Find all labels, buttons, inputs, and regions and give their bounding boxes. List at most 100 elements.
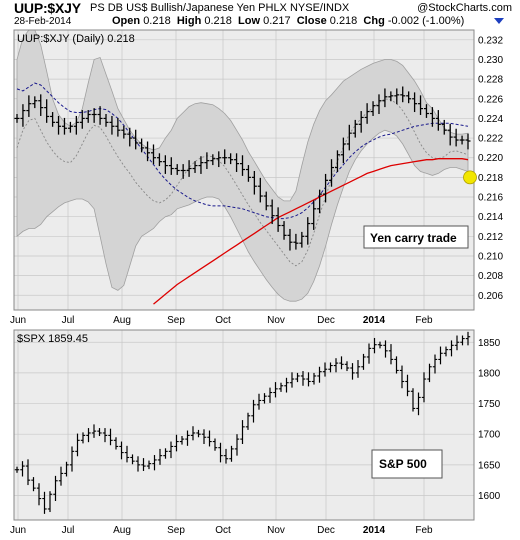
top-panel-lines <box>16 82 469 305</box>
price-bar <box>443 346 449 357</box>
sp500-annotation-box: S&P 500 <box>371 449 443 479</box>
x-tick-label: Oct <box>215 315 231 326</box>
price-bar <box>223 448 229 464</box>
price-bar <box>130 454 135 465</box>
price-bar <box>317 366 322 383</box>
price-bar <box>269 199 275 225</box>
price-bar <box>42 491 47 514</box>
price-bar <box>340 137 346 164</box>
price-bar <box>20 104 26 127</box>
y-tick-label: 0.232 <box>478 35 503 46</box>
price-bar <box>174 434 179 452</box>
price-bar <box>179 436 185 445</box>
yen-carry-annotation-box: Yen carry trade <box>363 225 469 249</box>
price-bar <box>287 228 293 251</box>
x-tick-label: Jul <box>62 525 75 536</box>
symbol-title: UUP:$XJY <box>14 0 81 16</box>
price-bar <box>124 445 130 463</box>
y-tick-label: 0.214 <box>478 212 503 223</box>
price-bar <box>222 149 228 165</box>
price-bar <box>85 110 91 123</box>
price-bar <box>168 157 174 175</box>
last-value-marker <box>463 170 477 185</box>
price-bar <box>383 340 388 358</box>
price-bar <box>454 335 460 351</box>
price-bar <box>364 103 370 124</box>
top-panel-x-axis: Jun Jul Aug Sep Oct Nov Dec 2014 Feb <box>10 315 433 326</box>
low-label: Low <box>238 15 261 27</box>
price-bar <box>240 420 245 444</box>
price-bar <box>190 426 196 441</box>
price-bar <box>394 356 399 374</box>
x-tick-label: Dec <box>317 525 335 536</box>
price-bar <box>50 112 56 127</box>
price-bar <box>251 170 257 195</box>
bottom-panel-x-axis: Jun Jul Aug Sep Oct Nov Dec 2014 Feb <box>10 525 433 536</box>
price-bar <box>97 106 103 125</box>
change-down-arrow-icon <box>494 18 504 24</box>
price-bar <box>162 155 168 174</box>
y-tick-label: 0.220 <box>478 153 503 164</box>
price-bar <box>47 491 53 513</box>
price-bar <box>372 337 377 354</box>
brand-label[interactable]: @StockCharts.com <box>417 2 512 14</box>
price-bar <box>75 433 80 457</box>
price-bar <box>64 461 69 477</box>
price-bar <box>299 231 305 248</box>
price-bar <box>317 189 323 214</box>
price-bar <box>257 177 263 203</box>
price-bar <box>127 127 133 147</box>
yen-carry-annotation-text: Yen carry trade <box>370 231 457 245</box>
price-bar <box>174 164 180 175</box>
price-bar <box>273 382 278 398</box>
price-bar <box>139 138 145 153</box>
y-tick-label: 0.212 <box>478 232 503 243</box>
price-bar <box>278 382 284 392</box>
price-bar <box>465 331 471 346</box>
price-bar <box>207 430 212 447</box>
price-bar <box>163 448 168 459</box>
price-bar <box>218 442 223 463</box>
ma200-line <box>153 158 469 305</box>
quote-date: 28-Feb-2014 <box>14 16 72 27</box>
price-bar <box>67 121 73 133</box>
y-tick-label: 0.208 <box>478 271 503 282</box>
y-tick-label: 0.216 <box>478 193 503 204</box>
bottom-panel-frame <box>13 329 475 521</box>
x-tick-label: 2014 <box>363 315 386 326</box>
price-bar <box>26 95 32 117</box>
price-bar <box>229 445 234 462</box>
y-tick-label: 1800 <box>478 368 501 379</box>
x-tick-label: Jun <box>10 525 26 536</box>
y-tick-label: 1600 <box>478 491 501 502</box>
price-bar <box>212 438 218 451</box>
price-bar <box>400 86 406 103</box>
x-tick-label: Aug <box>113 315 131 326</box>
price-bar <box>412 92 418 113</box>
price-bar <box>295 372 300 383</box>
price-bar <box>465 133 471 150</box>
price-bar <box>447 123 453 146</box>
price-bar <box>204 152 210 170</box>
price-bar <box>293 233 299 250</box>
price-bar <box>53 475 58 501</box>
price-bar <box>192 161 198 173</box>
price-bar <box>355 360 361 378</box>
x-tick-label: Oct <box>215 525 231 536</box>
price-bar <box>113 437 119 450</box>
x-tick-label: Feb <box>415 315 433 326</box>
price-bar <box>284 377 289 393</box>
price-bar <box>416 392 421 416</box>
price-bar <box>14 466 20 473</box>
close-label: Close <box>296 15 327 27</box>
price-bar <box>133 129 139 150</box>
chg-label: Chg <box>363 15 385 27</box>
bollinger-middle-line <box>16 98 469 267</box>
price-bar <box>418 95 424 115</box>
price-bar <box>73 115 79 135</box>
price-bar <box>275 207 281 232</box>
price-bar <box>196 429 201 438</box>
price-bar <box>377 341 383 349</box>
price-bar <box>388 91 394 102</box>
price-bar <box>31 477 36 492</box>
